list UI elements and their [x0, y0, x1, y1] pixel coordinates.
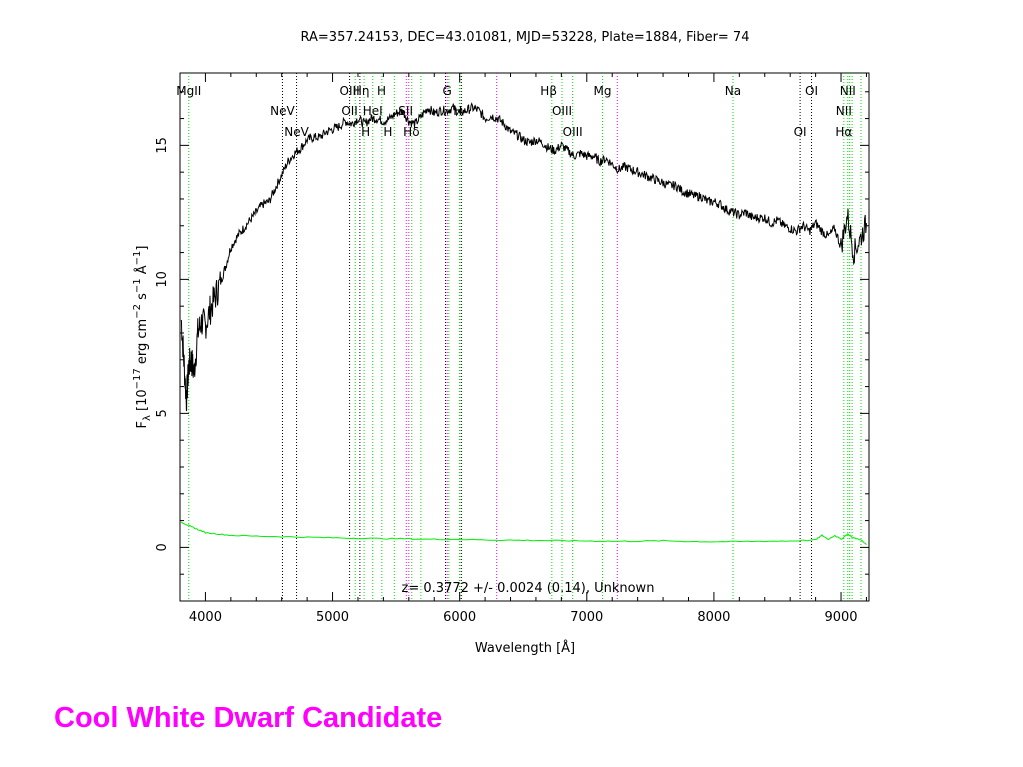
axis-ticks: 4000 5000 6000 7000 8000 9000 0 5 10 15: [155, 73, 869, 625]
line-label: Na: [725, 84, 741, 98]
x-tick-label: 5000: [316, 610, 349, 625]
x-tick-label: 9000: [824, 610, 857, 625]
line-label: H: [377, 84, 386, 98]
line-label-group: MgIINeVNeVOIIIOIIHηHHeIHHSIIHδGHHβOIIIOI…: [176, 84, 856, 139]
line-label: G: [443, 84, 452, 98]
spectrum-plot: RA=357.24153, DEC=43.01081, MJD=53228, P…: [132, 30, 870, 656]
line-label: H: [361, 125, 370, 139]
x-tick-label: 7000: [570, 610, 603, 625]
line-label: NII: [836, 104, 852, 118]
line-label: HeI: [363, 104, 383, 118]
line-label: OII: [341, 104, 358, 118]
error-series: [180, 521, 867, 546]
redshift-annotation: z= 0.3772 +/- 0.0024 (0.14), Unknown: [402, 581, 655, 596]
y-axis-label-part: erg cm: [135, 319, 150, 368]
flux-series: [180, 102, 867, 412]
line-label: NeV: [270, 104, 295, 118]
line-label: Mg: [594, 84, 612, 98]
y-axis-label-part: −17: [132, 368, 143, 389]
y-axis-label-part: Å: [134, 265, 150, 278]
line-label: Hη: [353, 84, 370, 98]
slide-caption: Cool White Dwarf Candidate: [54, 702, 443, 734]
line-label: Hβ: [540, 84, 557, 98]
line-label: MgII: [176, 84, 201, 98]
y-axis-label-part: λ: [142, 415, 153, 421]
line-label: Hδ: [403, 125, 419, 139]
y-axis-label: Fλ [10−17 erg cm−2 s−1 Å−1]: [132, 246, 153, 429]
line-label: OIII: [552, 104, 572, 118]
y-axis-label-part: [10: [135, 389, 150, 415]
line-label: SII: [398, 104, 413, 118]
line-label: NeV: [284, 125, 309, 139]
line-marker-group: [188, 73, 862, 601]
line-label: H: [453, 104, 462, 118]
y-tick-label: 5: [155, 409, 170, 417]
plot-frame: [179, 72, 870, 602]
y-axis-label-part: F: [135, 421, 150, 428]
y-tick-label: 10: [155, 271, 170, 288]
y-axis-label-part: −1: [132, 278, 143, 293]
y-axis-label-part: s: [135, 293, 150, 304]
y-axis-label-part: −1: [132, 251, 143, 266]
line-label: OI: [805, 84, 818, 98]
line-label: NII: [840, 84, 856, 98]
chart-title: RA=357.24153, DEC=43.01081, MJD=53228, P…: [301, 30, 750, 45]
line-label: OIII: [340, 84, 360, 98]
line-label: H: [383, 125, 392, 139]
y-axis-label-part: −2: [132, 304, 143, 319]
line-label: OIII: [563, 125, 583, 139]
series-group: [180, 102, 867, 546]
y-tick-label: 0: [155, 543, 170, 551]
x-tick-label: 8000: [697, 610, 730, 625]
y-axis-label-part: ]: [135, 246, 150, 251]
y-tick-label: 15: [155, 137, 170, 154]
x-axis-label: Wavelength [Å]: [475, 640, 575, 656]
line-label: Hα: [835, 125, 852, 139]
x-tick-label: 6000: [443, 610, 476, 625]
line-label: OI: [794, 125, 807, 139]
x-tick-label: 4000: [189, 610, 222, 625]
